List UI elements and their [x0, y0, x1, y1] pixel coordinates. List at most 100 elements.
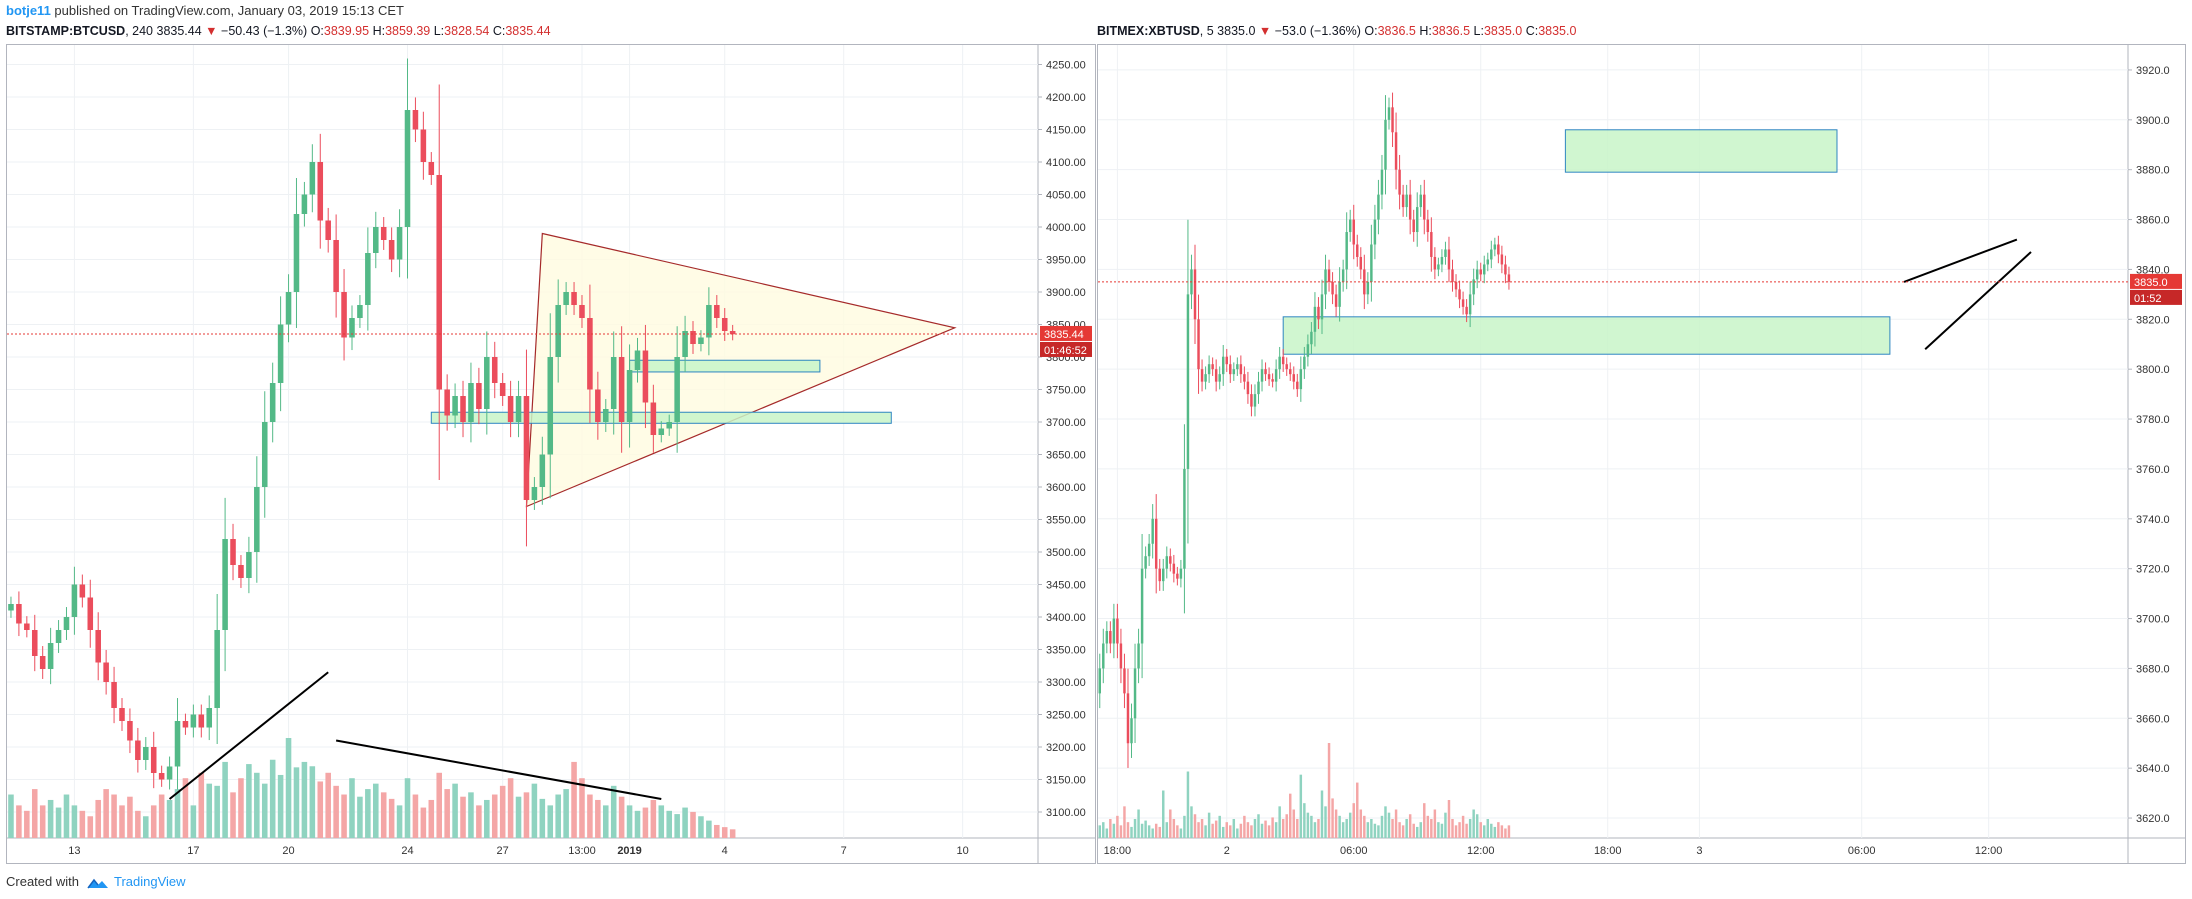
- candle-body: [24, 623, 30, 630]
- candle-body: [1415, 207, 1419, 233]
- candle-body: [301, 194, 308, 214]
- volume-bar: [1391, 819, 1394, 838]
- volume-bar: [1370, 819, 1373, 838]
- candle-body: [1274, 369, 1278, 382]
- volume-bar: [1193, 814, 1197, 838]
- y-tick-label: 3620.0: [2136, 813, 2170, 825]
- countdown-badge: [2130, 289, 2182, 305]
- candle-body: [1348, 219, 1352, 233]
- volume-bar: [563, 789, 569, 838]
- x-tick-label: 18:00: [1104, 845, 1132, 857]
- candle-body: [610, 357, 617, 409]
- volume-bar: [1200, 819, 1204, 838]
- candle-body: [1147, 543, 1151, 557]
- volume-bar: [460, 796, 466, 838]
- volume-bar: [1285, 814, 1288, 838]
- candle-body: [1158, 568, 1161, 582]
- volume-bar: [1162, 790, 1165, 838]
- volume-bar: [1172, 819, 1176, 838]
- candle-body: [666, 422, 672, 429]
- candle-body: [1387, 107, 1391, 120]
- candlestick-chart-xbtusd[interactable]: 3920.0 3900.0 3880.0 3860.0 3840.0 3820.0 3800…: [1097, 44, 2186, 864]
- volume-bar: [293, 767, 300, 838]
- volume-bar: [1102, 822, 1105, 838]
- volume-bar: [261, 783, 268, 838]
- y-tick-label: 3450.00: [1046, 580, 1086, 592]
- volume-bar: [1147, 825, 1151, 838]
- volume-bar: [1140, 823, 1144, 838]
- volume-bar: [555, 794, 561, 838]
- interval: 5: [1206, 24, 1214, 38]
- support-resistance-zone: [1564, 129, 1838, 173]
- volume-bar: [1310, 815, 1313, 838]
- candle-body: [1317, 306, 1320, 320]
- candle-body: [158, 773, 165, 780]
- candle-body: [650, 402, 657, 435]
- volume-bar: [1451, 819, 1454, 838]
- candle-body: [317, 162, 324, 221]
- candle-body: [1377, 194, 1380, 220]
- x-tick-label: 06:00: [1340, 845, 1368, 857]
- candle-body: [1179, 568, 1183, 579]
- volume-bar: [79, 810, 86, 838]
- candle-body: [1306, 344, 1310, 357]
- candle-body: [642, 350, 649, 403]
- current-price-label: 3835.44: [1044, 329, 1084, 341]
- y-tick-label: 3920.0: [2136, 65, 2170, 77]
- publish-line: botje11 published on TradingView.com, Ja…: [6, 3, 404, 23]
- candle-body: [1264, 369, 1267, 375]
- y-tick-label: 4200.00: [1046, 92, 1086, 104]
- candle-body: [618, 357, 625, 422]
- volume-bar: [1504, 828, 1507, 838]
- candle-body: [1126, 693, 1130, 744]
- candle-body: [230, 539, 236, 565]
- candle-body: [190, 714, 197, 728]
- tradingview-brand-link[interactable]: TradingView: [114, 874, 186, 889]
- y-tick-label: 3720.0: [2136, 564, 2170, 576]
- chart-panel-xbtusd[interactable]: BITMEX:XBTUSD, 5 3835.0 ▼ −53.0 (−1.36%)…: [1097, 24, 2186, 864]
- volume-bar: [1493, 826, 1497, 838]
- volume-bar: [174, 789, 181, 838]
- price-change: −53.0 (−1.36%): [1274, 24, 1361, 38]
- candle-body: [468, 383, 474, 422]
- volume-bar: [1274, 822, 1278, 838]
- volume-bar: [1479, 822, 1482, 838]
- author-name[interactable]: botje11: [6, 3, 51, 18]
- x-tick-label: 12:00: [1467, 845, 1495, 857]
- candle-body: [1412, 219, 1415, 233]
- symbol-name: BITMEX:XBTUSD: [1097, 24, 1200, 38]
- candle-body: [277, 324, 284, 383]
- bar-countdown-label: 01:52: [2134, 293, 2162, 305]
- x-tick-label: 7: [841, 845, 847, 857]
- candle-body: [1327, 269, 1331, 282]
- y-tick-label: 3500.00: [1046, 547, 1086, 559]
- volume-bar: [1324, 806, 1327, 838]
- candle-body: [1370, 244, 1373, 282]
- candle-body: [1483, 264, 1486, 275]
- candle-body: [1144, 556, 1147, 569]
- candle-body: [388, 240, 395, 260]
- symbol-name: BITSTAMP:BTCUSD: [6, 24, 126, 38]
- candle-body: [79, 584, 86, 598]
- volume-bar: [1109, 819, 1112, 838]
- candle-body: [1363, 269, 1366, 295]
- candle-body: [63, 617, 70, 630]
- volume-bar: [706, 820, 712, 838]
- candle-body: [1366, 281, 1370, 295]
- symbol-header: BITSTAMP:BTCUSD, 240 3835.44 ▼ −50.43 (−…: [6, 24, 551, 38]
- candle-body: [16, 604, 22, 624]
- candlestick-chart-btcusd[interactable]: 4250.00 4200.00 4150.00 4100.00 4050.00 4000.…: [6, 44, 1096, 864]
- candle-body: [634, 350, 641, 370]
- chart-panel-btcusd[interactable]: BITSTAMP:BTCUSD, 240 3835.44 ▼ −50.43 (−…: [6, 24, 1096, 864]
- volume-bar: [1197, 822, 1200, 838]
- candle-body: [1218, 374, 1221, 382]
- candle-body: [206, 708, 213, 728]
- x-tick-label: 2019: [617, 845, 641, 857]
- volume-bar: [1250, 825, 1253, 838]
- volume-bar: [87, 816, 94, 838]
- volume-bar: [579, 778, 585, 838]
- y-tick-label: 3600.00: [1046, 482, 1086, 494]
- ohlc-close: 3835.44: [505, 24, 551, 38]
- candle-body: [1221, 356, 1225, 375]
- countdown-badge: [1040, 341, 1092, 357]
